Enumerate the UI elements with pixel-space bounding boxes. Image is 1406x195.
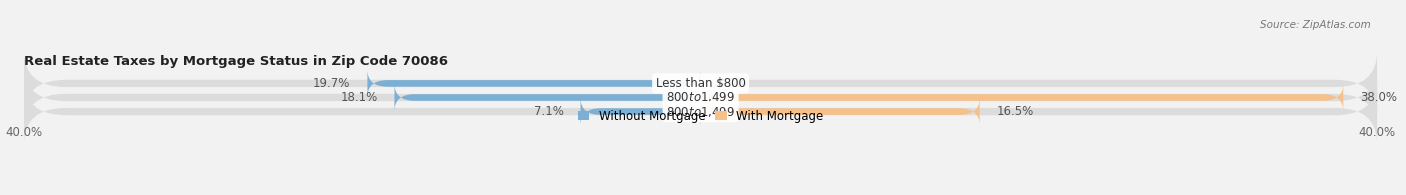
Text: 38.0%: 38.0%: [1360, 91, 1398, 104]
Text: Less than $800: Less than $800: [655, 77, 745, 90]
Text: 7.1%: 7.1%: [534, 105, 564, 118]
Text: $800 to $1,499: $800 to $1,499: [666, 105, 735, 119]
FancyBboxPatch shape: [700, 84, 1343, 111]
Text: 18.1%: 18.1%: [340, 91, 378, 104]
Text: Source: ZipAtlas.com: Source: ZipAtlas.com: [1260, 20, 1371, 29]
Text: Real Estate Taxes by Mortgage Status in Zip Code 70086: Real Estate Taxes by Mortgage Status in …: [24, 55, 449, 68]
Text: 19.7%: 19.7%: [314, 77, 350, 90]
Text: 0.0%: 0.0%: [717, 77, 747, 90]
FancyBboxPatch shape: [24, 52, 1376, 115]
Text: $800 to $1,499: $800 to $1,499: [666, 90, 735, 105]
FancyBboxPatch shape: [700, 98, 980, 125]
FancyBboxPatch shape: [367, 70, 700, 97]
FancyBboxPatch shape: [24, 66, 1376, 129]
FancyBboxPatch shape: [24, 80, 1376, 143]
FancyBboxPatch shape: [581, 98, 700, 125]
FancyBboxPatch shape: [395, 84, 700, 111]
Legend: Without Mortgage, With Mortgage: Without Mortgage, With Mortgage: [578, 110, 824, 123]
Text: 16.5%: 16.5%: [997, 105, 1033, 118]
